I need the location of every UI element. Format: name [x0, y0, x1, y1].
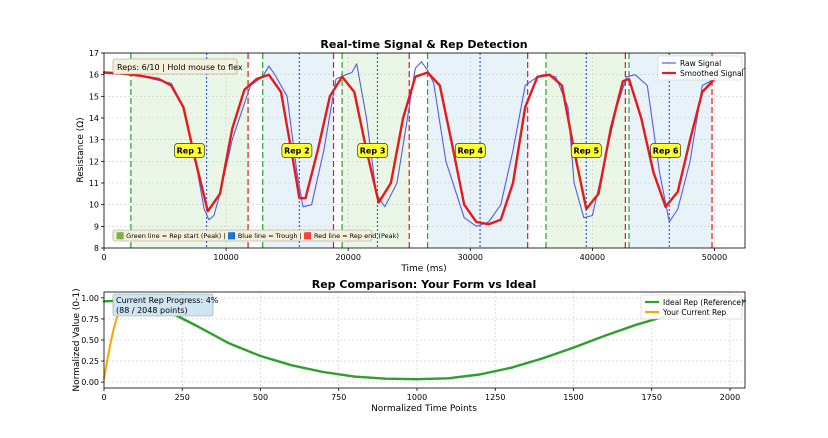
rep-label-box: [281, 143, 313, 158]
rep-label-box: [454, 143, 486, 158]
x-tick-label: 1500: [563, 393, 583, 402]
y-tick-label: 9: [94, 222, 99, 231]
comparison-ticks: 0 250 500 750 1000 1250 1500 1750 2000 0.00 0.25 0.…: [81, 294, 740, 402]
x-tick-label: 0: [101, 393, 106, 402]
status-box: Reps: 6/10 | Hold mouse to flex: [112, 58, 243, 75]
x-tick-label: 0: [101, 253, 106, 262]
x-tick-label: 20000: [335, 253, 360, 262]
signal-series: [102, 61, 746, 227]
rep-label-text: Rep 6: [653, 147, 679, 156]
rep-label-text: Rep 5: [573, 147, 599, 156]
y-tick-label: 0.25: [81, 357, 99, 366]
legend-smoothed-label: Smoothed Signal: [680, 69, 744, 78]
progress-box: Current Rep Progress: 4% (88 / 2048 poin…: [112, 293, 219, 317]
rep-label-box: [174, 143, 205, 158]
x-tick-label: 30000: [458, 253, 483, 262]
y-tick-label: 16: [89, 71, 99, 80]
signal-chart: Real-time Signal & Rep Detection 0 10000 2…: [76, 38, 746, 274]
x-tick-label: 40000: [580, 253, 605, 262]
comparison-legend: Ideal Rep (Reference) Your Current Rep: [640, 294, 744, 320]
signal-x-axis-label: Time (ms): [400, 264, 446, 274]
y-tick-label: 11: [89, 179, 99, 188]
x-tick-label: 750: [331, 393, 346, 402]
y-tick-label: 14: [89, 114, 99, 123]
signal-legend: Raw Signal Smoothed Signal: [657, 55, 744, 81]
signal-plot-frame: [103, 52, 746, 249]
series-line-1: [102, 71, 716, 226]
comparison-y-axis-label: Normalized Value (0-1): [72, 288, 82, 391]
signal-chart-title: Real-time Signal & Rep Detection: [320, 38, 527, 51]
y-tick-label: 10: [89, 201, 99, 210]
legend-note-text: 🟩 Green line = Rep start (Peak) | 🟦 Blue…: [116, 232, 399, 240]
y-tick-label: 0.00: [81, 378, 99, 387]
y-tick-label: 8: [94, 244, 99, 253]
legend-ideal-label: Ideal Rep (Reference): [663, 298, 744, 307]
y-tick-label: 13: [89, 136, 99, 145]
legend-note-box: 🟩 Green line = Rep start (Peak) | 🟦 Blue…: [112, 229, 399, 242]
x-tick-label: 2000: [720, 393, 740, 402]
rep-label-box: [570, 143, 602, 158]
progress-points-text: (88 / 2048 points): [116, 306, 188, 315]
x-tick-label: 250: [175, 393, 190, 402]
y-tick-label: 0.50: [81, 336, 99, 345]
rep-label-box: [650, 143, 681, 158]
rep-label-box: [357, 143, 388, 158]
y-tick-label: 12: [89, 157, 99, 166]
x-tick-label: 1250: [485, 393, 505, 402]
rep-labels: Rep 1 Rep 2 Rep 3 Rep 4 Rep 5 Rep 6: [174, 143, 681, 158]
legend-raw-label: Raw Signal: [680, 59, 721, 68]
x-tick-label: 1750: [642, 393, 662, 402]
signal-ticks: 0 10000 20000 30000 40000 50000 8 9 10 11 12 13 14 15…: [89, 49, 727, 262]
signal-y-axis-label: Resistance (Ω): [76, 117, 86, 182]
x-tick-label: 50000: [702, 253, 727, 262]
x-tick-label: 10000: [213, 253, 238, 262]
y-tick-label: 17: [89, 49, 99, 58]
comparison-chart-title: Rep Comparison: Your Form vs Ideal: [312, 278, 537, 291]
rep-label-text: Rep 2: [284, 147, 310, 156]
progress-text: Current Rep Progress: 4%: [116, 296, 219, 305]
legend-current-label: Your Current Rep: [662, 308, 726, 317]
x-tick-label: 1000: [407, 393, 427, 402]
y-tick-label: 1.00: [81, 294, 99, 303]
comparison-chart: Rep Comparison: Your Form vs Ideal 0 250 5…: [72, 278, 747, 414]
rep-label-text: Rep 1: [177, 147, 203, 156]
rep-label-text: Rep 3: [360, 147, 386, 156]
y-tick-label: 15: [89, 92, 99, 101]
comparison-x-axis-label: Normalized Time Points: [371, 404, 477, 414]
rep-label-text: Rep 4: [457, 147, 483, 156]
status-text: Reps: 6/10 | Hold mouse to flex: [117, 63, 243, 72]
x-tick-label: 500: [253, 393, 268, 402]
y-tick-label: 0.75: [81, 315, 99, 324]
